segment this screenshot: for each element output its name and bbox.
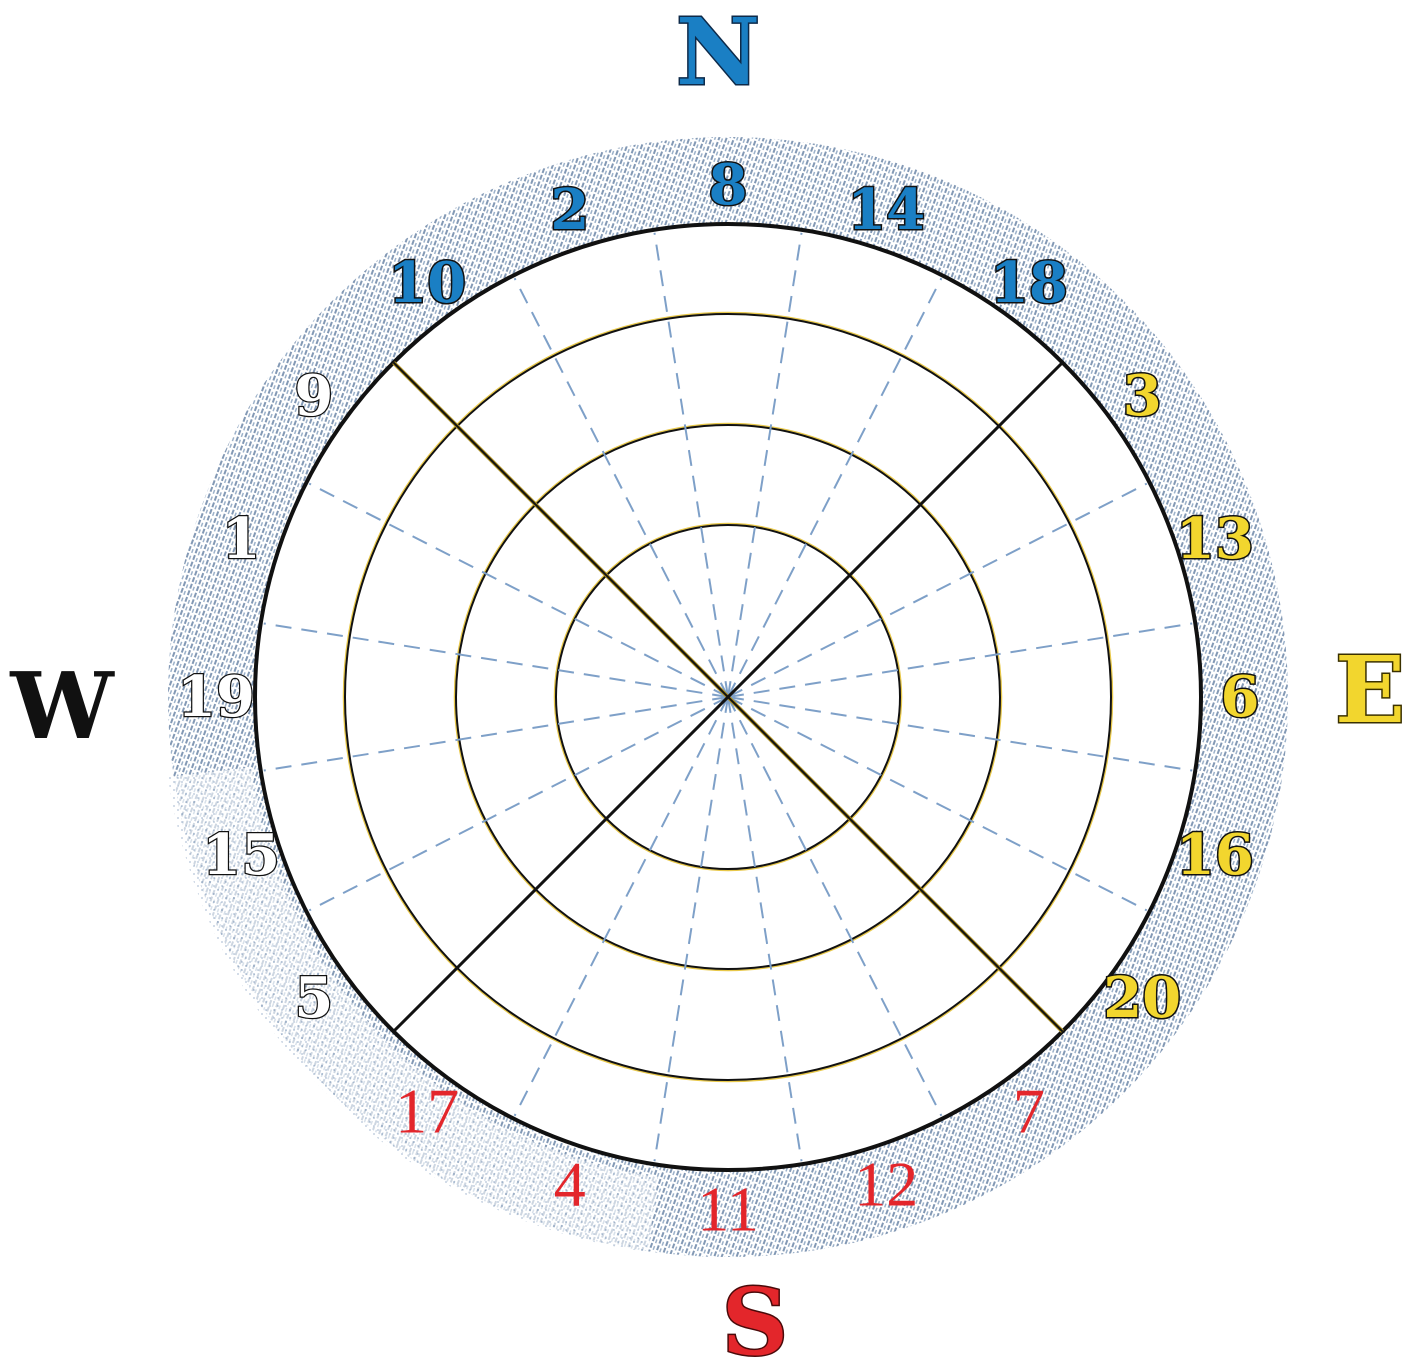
number-label-15: 15 — [202, 822, 280, 888]
shaded-ring-faded — [168, 767, 658, 1252]
ring-3-circle — [344, 313, 1112, 1081]
cardinal-north-label: N — [676, 0, 760, 106]
number-label-11: 11 — [697, 1174, 759, 1245]
number-label-6: 6 — [1221, 664, 1260, 730]
diagonal-quadrant-lines — [392, 361, 1064, 1033]
cardinal-west-label: W — [9, 652, 115, 760]
number-label-16: 16 — [1176, 822, 1254, 888]
number-label-3: 3 — [1123, 363, 1162, 429]
number-label-8: 8 — [709, 152, 748, 218]
radial-dashed-line — [727, 482, 1148, 698]
radial-dashed-line — [727, 696, 943, 1117]
number-label-5: 5 — [294, 965, 333, 1031]
ring-1-accent — [553, 522, 903, 872]
shaded-outer-ring — [168, 137, 1288, 1257]
number-label-7: 7 — [1013, 1076, 1045, 1147]
ring-1-circle — [555, 524, 901, 870]
number-label-4: 4 — [554, 1148, 586, 1219]
ring-3-accent — [342, 311, 1114, 1083]
number-label-20: 20 — [1103, 965, 1181, 1031]
radial-dashed-line — [727, 622, 1193, 698]
cardinal-east-label: E — [1335, 636, 1405, 744]
number-label-12: 12 — [854, 1148, 918, 1219]
number-label-18: 18 — [990, 250, 1068, 316]
number-label-19: 19 — [177, 664, 255, 730]
ring-2-circle — [455, 424, 1001, 970]
radial-dashed-line — [513, 696, 729, 1117]
radial-dashed-line — [653, 232, 729, 698]
radial-dashed-line — [727, 277, 943, 698]
number-label-14: 14 — [847, 177, 925, 243]
radial-dashed-line — [727, 696, 1193, 772]
radial-dashed-line — [308, 482, 729, 698]
radial-dashed-line — [263, 622, 729, 698]
number-label-13: 13 — [1176, 506, 1254, 572]
radial-dashed-line — [263, 696, 729, 772]
diagonal-ne-sw — [392, 361, 1064, 1033]
radial-dashed-line — [727, 696, 1148, 912]
number-label-10: 10 — [388, 250, 466, 316]
radial-dashed-line — [653, 696, 729, 1162]
radial-dashed-line — [513, 277, 729, 698]
cardinal-south-label: S — [722, 1268, 788, 1367]
radial-dashed-line — [727, 232, 803, 698]
number-label-2: 2 — [550, 177, 589, 243]
radial-dashed-line — [308, 696, 729, 912]
ring-2-accent — [453, 422, 1003, 972]
number-label-9: 9 — [294, 363, 333, 429]
number-label-1: 1 — [222, 506, 261, 572]
number-label-17: 17 — [395, 1076, 459, 1147]
radial-dashed-line — [727, 696, 803, 1162]
